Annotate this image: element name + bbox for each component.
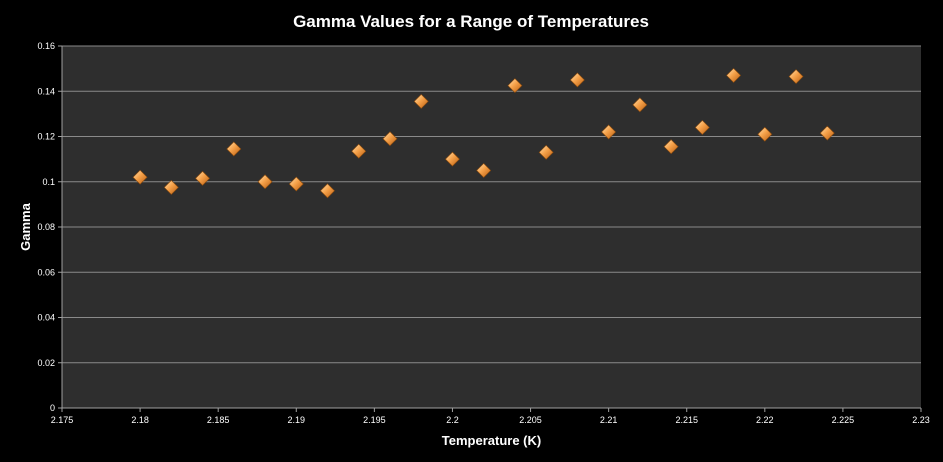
y-tick-label: 0.08 (37, 222, 55, 232)
x-tick-label: 2.215 (675, 415, 698, 425)
data-point (320, 183, 335, 199)
gridlines (62, 45, 921, 364)
data-point (507, 78, 523, 94)
data-point (694, 120, 710, 135)
data-point (257, 174, 273, 190)
data-point (445, 151, 460, 167)
x-tick-label: 2.18 (131, 415, 149, 425)
chart-title: Gamma Values for a Range of Temperatures (293, 12, 649, 31)
x-tick-label: 2.2 (446, 415, 459, 425)
data-point (413, 94, 429, 109)
data-point (726, 67, 742, 83)
data-point (757, 126, 773, 142)
data-point (819, 125, 835, 141)
y-tick-label: 0.06 (37, 267, 55, 277)
y-tick-label: 0.16 (37, 41, 55, 51)
data-point (195, 170, 210, 186)
x-tick-label: 2.205 (519, 415, 542, 425)
y-tick-label: 0.02 (37, 358, 55, 368)
data-point (569, 72, 585, 88)
y-tick-label: 0.12 (37, 132, 55, 142)
data-point (163, 179, 179, 195)
y-tick-label: 0.1 (42, 177, 55, 187)
x-tick-label: 2.23 (912, 415, 930, 425)
x-tick-label: 2.19 (288, 415, 306, 425)
x-tick-label: 2.21 (600, 415, 618, 425)
x-tick-label: 2.185 (207, 415, 230, 425)
y-axis-label: Gamma (18, 202, 33, 250)
x-tick-label: 2.195 (363, 415, 386, 425)
data-point (601, 124, 617, 140)
x-tick-label: 2.225 (832, 415, 855, 425)
x-axis-label: Temperature (K) (442, 433, 541, 448)
data-point (382, 131, 398, 147)
data-point (632, 97, 648, 113)
axes (58, 45, 922, 412)
data-points (132, 67, 835, 199)
tick-labels: 0 0.02 0.04 0.06 0.08 0.1 0.12 0.14 0.16 2.175 2.1… (37, 41, 929, 425)
x-tick-label: 2.22 (756, 415, 774, 425)
data-point (788, 69, 804, 84)
y-tick-label: 0 (50, 403, 55, 413)
y-tick-label: 0.04 (37, 313, 55, 323)
data-point (226, 141, 242, 157)
x-tick-label: 2.175 (51, 415, 74, 425)
y-tick-label: 0.14 (37, 86, 55, 96)
data-point (132, 169, 148, 185)
data-point (663, 139, 679, 155)
data-point (351, 143, 367, 159)
data-point (476, 163, 492, 178)
data-point (538, 144, 554, 160)
data-point (288, 176, 304, 192)
